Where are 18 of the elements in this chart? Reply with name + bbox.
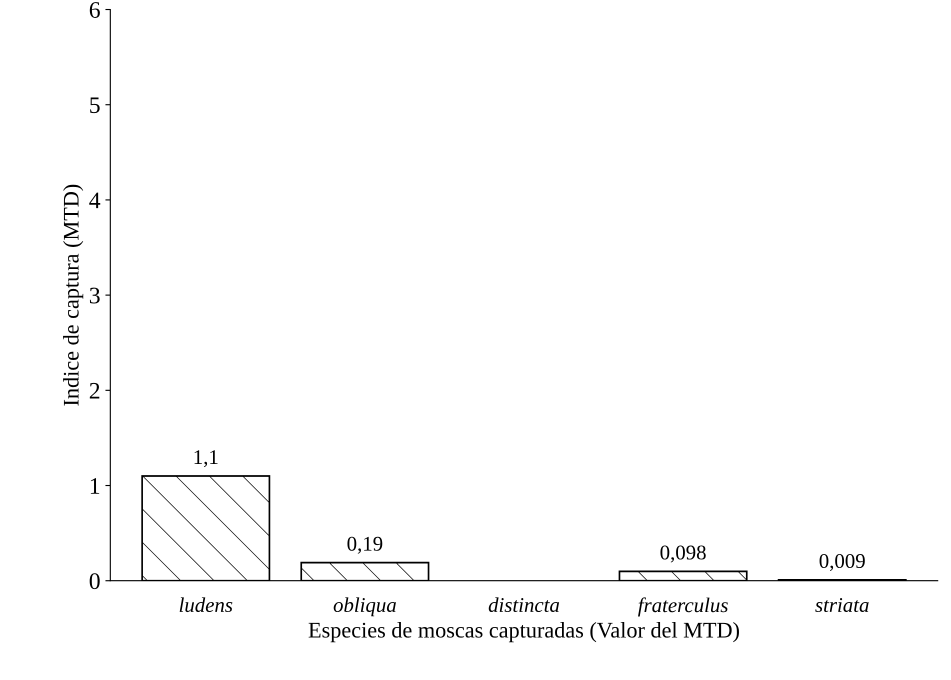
y-tick-label: 3 bbox=[90, 288, 100, 304]
y-tick-label: 5 bbox=[90, 97, 100, 114]
y-tick-label: 1 bbox=[90, 478, 100, 494]
x-tick-label: obliqua bbox=[334, 597, 396, 616]
y-tick-label: 0 bbox=[90, 573, 100, 590]
x-axis-title: Especies de moscas capturadas (Valor del MTD) bbox=[308, 622, 739, 642]
y-tick-label: 2 bbox=[90, 382, 100, 399]
data-label: 1,1 bbox=[194, 450, 218, 468]
data-label: 0,19 bbox=[347, 536, 382, 554]
x-tick-label: striata bbox=[815, 598, 869, 612]
x-tick-label: fraterculus bbox=[638, 597, 728, 616]
x-tick-label: distincta bbox=[488, 597, 560, 612]
y-axis-title: Indice de captura (MTD) bbox=[63, 184, 84, 406]
y-tick-label: 4 bbox=[89, 192, 100, 208]
data-label: 0,098 bbox=[660, 545, 706, 563]
x-tick-label: ludens bbox=[180, 597, 232, 612]
y-tick-label: 6 bbox=[90, 2, 100, 18]
data-label: 0,009 bbox=[820, 554, 865, 572]
